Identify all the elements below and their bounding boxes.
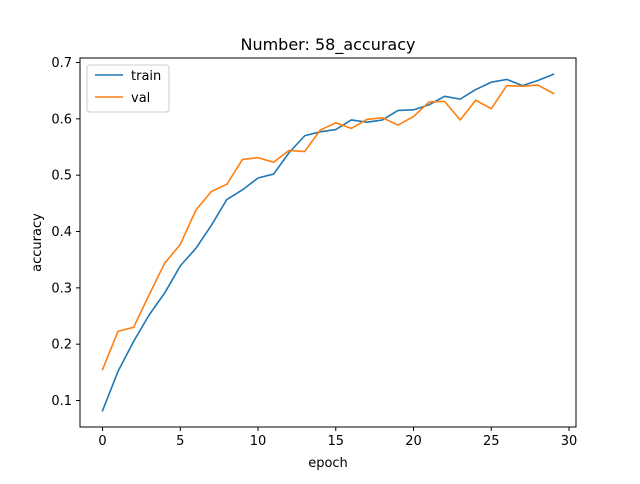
x-tick-label-0: 0 [98,434,106,449]
y-tick-label-0: 0.1 [51,394,72,409]
x-axis: 0 5 10 15 20 25 30 [98,427,577,449]
x-tick-label-2: 10 [250,434,267,449]
legend-box [86,64,170,113]
legend: train val [86,64,170,113]
y-tick-label-6: 0.7 [51,56,72,71]
plot-area: 0 5 10 15 20 25 30 0.1 0.2 0.3 0.4 0.5 0.6 0.7 [51,56,577,449]
legend-label-val: val [131,91,150,106]
x-tick-label-3: 15 [328,434,345,449]
y-tick-label-1: 0.2 [51,338,72,353]
x-tick-label-4: 20 [405,434,422,449]
x-tick-label-6: 30 [561,434,578,449]
x-tick-label-1: 5 [176,434,184,449]
y-axis-label: accuracy [30,213,45,272]
series-lines [101,73,555,412]
y-axis: 0.1 0.2 0.3 0.4 0.5 0.6 0.7 [51,56,80,409]
y-tick-label-4: 0.5 [51,169,72,184]
y-tick-label-5: 0.6 [51,112,72,127]
legend-label-train: train [131,69,161,84]
x-tick-label-5: 25 [483,434,500,449]
chart-title: Number: 58_accuracy [240,35,415,55]
y-tick-label-3: 0.4 [51,225,72,240]
x-axis-label: epoch [308,456,348,471]
axes-frame [79,57,577,428]
series-line-train [101,73,555,412]
series-line-val [101,84,555,371]
y-tick-label-2: 0.3 [51,281,72,296]
